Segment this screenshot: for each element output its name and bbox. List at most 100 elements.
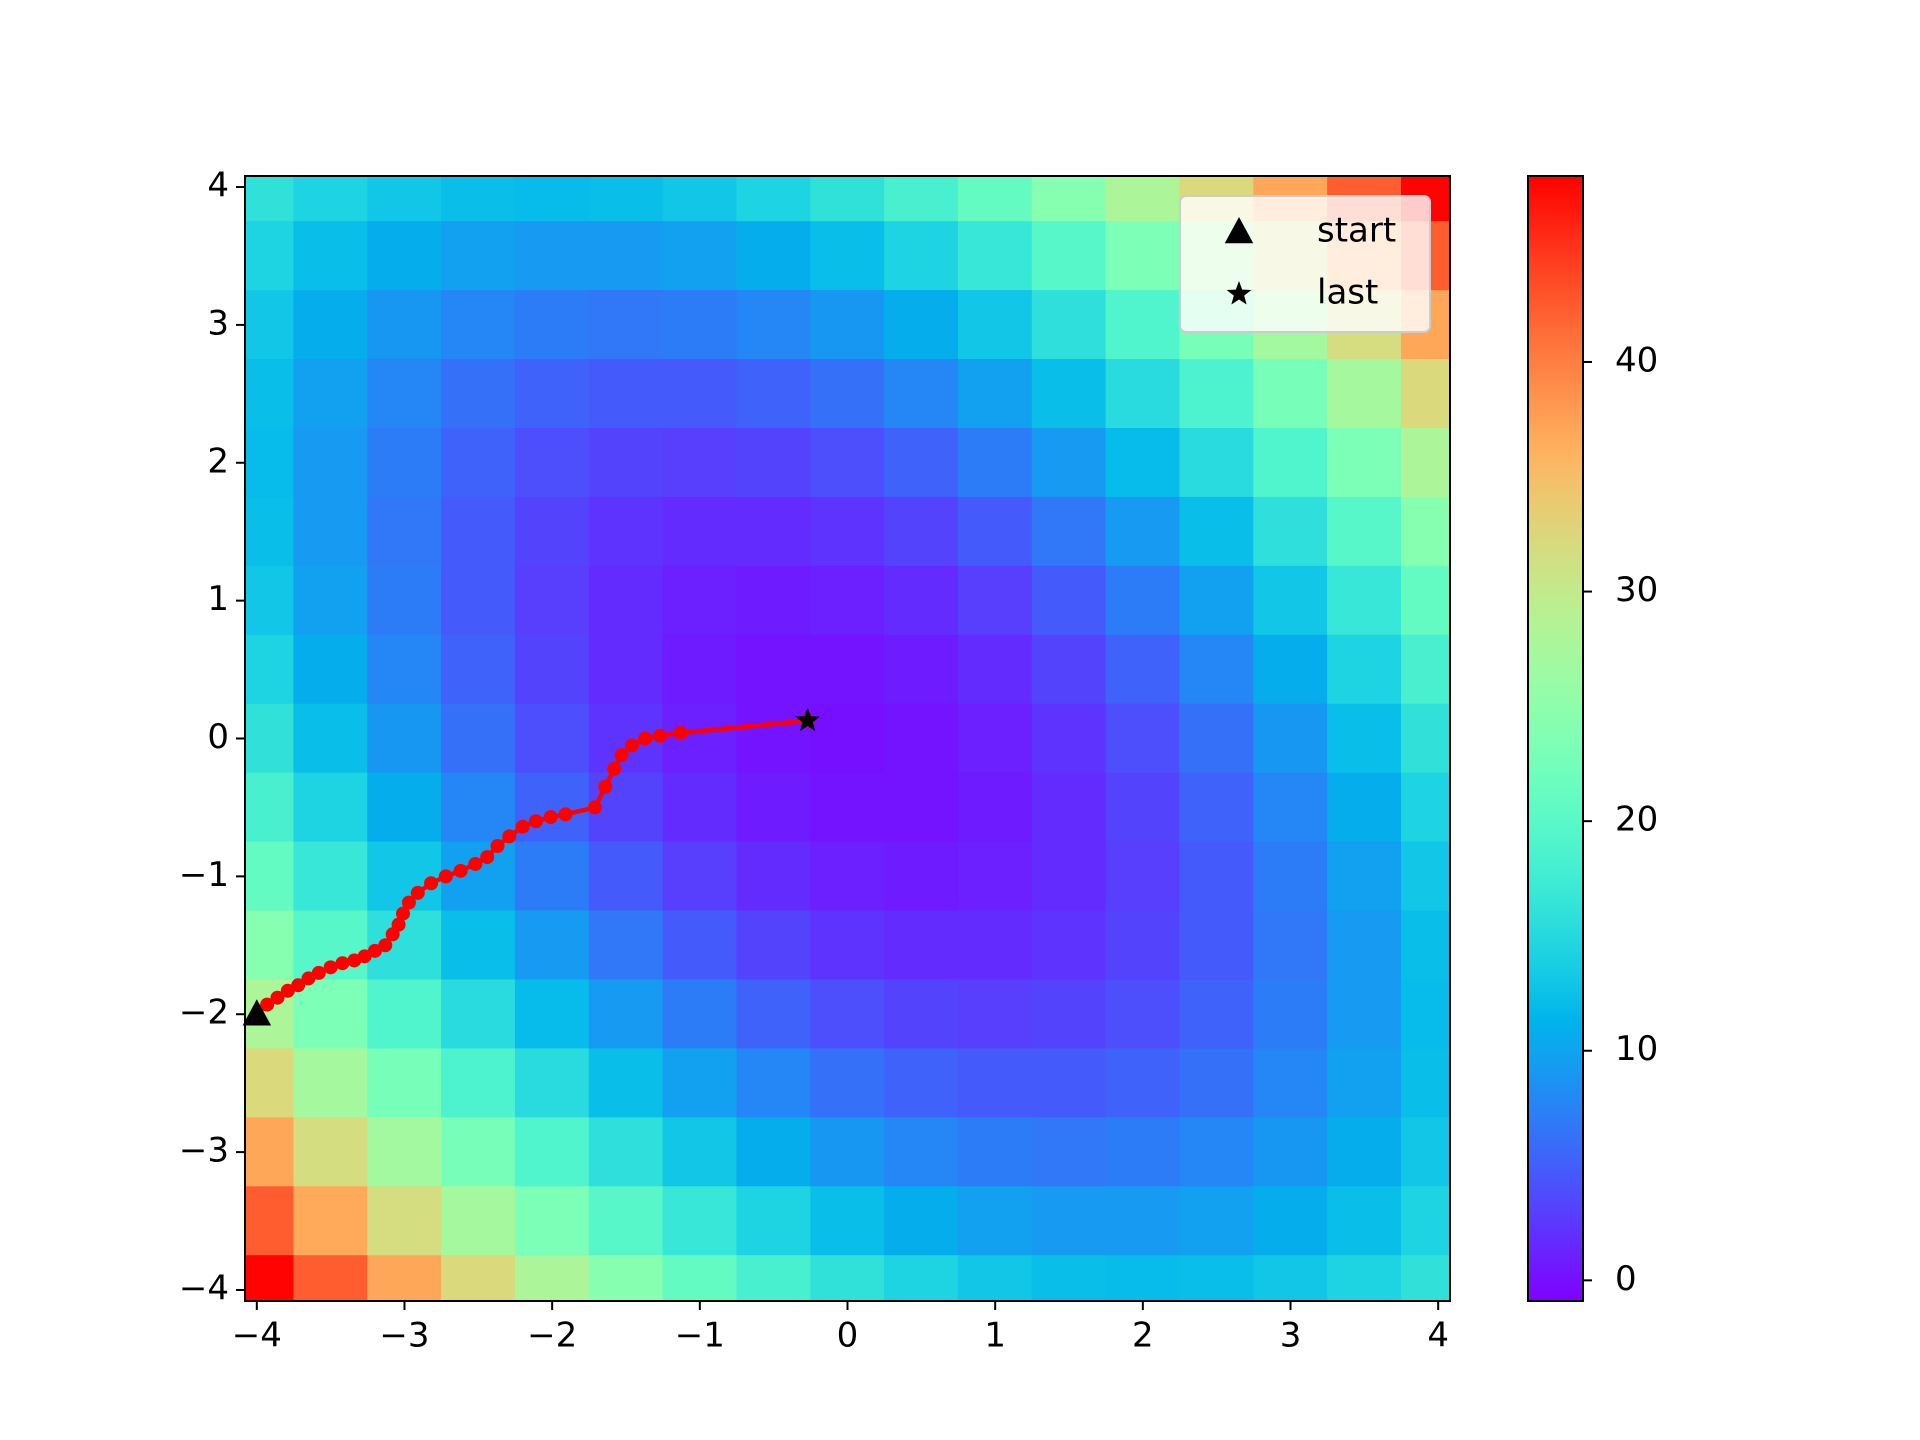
heatmap-cell — [1179, 565, 1254, 636]
heatmap-cell — [441, 1048, 516, 1118]
heatmap-cell — [1327, 1186, 1402, 1256]
heatmap-cell — [1253, 565, 1328, 636]
trajectory-point — [357, 949, 372, 964]
heatmap-cell — [662, 565, 738, 636]
heatmap-cell — [588, 359, 664, 429]
x-tick-label: 1 — [984, 1316, 1006, 1356]
heatmap-cell — [736, 1255, 811, 1301]
heatmap-cell — [514, 703, 590, 774]
trajectory-point — [673, 725, 688, 740]
heatmap-cell — [810, 910, 885, 981]
trajectory-point — [652, 728, 667, 743]
heatmap-cell — [810, 703, 885, 774]
heatmap-cell — [293, 221, 368, 291]
heatmap-cell — [1031, 841, 1107, 912]
heatmap-cell — [1031, 772, 1107, 843]
heatmap-cell — [810, 1048, 885, 1118]
y-tick-label: 2 — [207, 441, 229, 481]
heatmap-cell — [293, 359, 368, 429]
heatmap-cell — [441, 634, 516, 705]
trajectory-point — [260, 997, 275, 1012]
heatmap-cell — [1179, 634, 1254, 705]
heatmap-cell — [1031, 427, 1107, 498]
trajectory-point — [502, 829, 517, 844]
heatmap-cell — [245, 841, 295, 912]
heatmap-cell — [736, 427, 811, 498]
heatmap-cell — [1400, 1255, 1450, 1301]
trajectory-point — [468, 856, 483, 871]
heatmap-cell — [1400, 359, 1450, 429]
heatmap-cell — [1327, 427, 1402, 498]
trajectory-point — [587, 800, 602, 815]
heatmap-cell — [662, 176, 738, 222]
heatmap-cell — [1105, 290, 1181, 360]
heatmap-cell — [1327, 634, 1402, 705]
trajectory-point — [598, 779, 613, 794]
heatmap-cell — [810, 1117, 885, 1187]
heatmap-cell — [957, 176, 1033, 222]
heatmap-cell — [441, 979, 516, 1050]
heatmap-cell — [810, 290, 885, 360]
trajectory-point — [558, 807, 573, 822]
trajectory-point — [438, 869, 453, 884]
heatmap-cell — [957, 1048, 1033, 1118]
heatmap-cell — [1253, 772, 1328, 843]
x-tick-label: 2 — [1132, 1316, 1154, 1356]
heatmap-cell — [884, 1255, 959, 1301]
heatmap-cell — [514, 1117, 590, 1187]
heatmap-cell — [736, 634, 811, 705]
heatmap-cell — [957, 1255, 1033, 1301]
heatmap-cell — [957, 221, 1033, 291]
heatmap-cell — [367, 496, 442, 567]
heatmap-cell — [1179, 1255, 1254, 1301]
heatmap-cell — [736, 290, 811, 360]
heatmap-cell — [1105, 979, 1181, 1050]
heatmap-cell — [957, 841, 1033, 912]
colorbar-tick-label: 40 — [1615, 340, 1658, 380]
heatmap-cell — [1400, 1117, 1450, 1187]
heatmap-cell — [588, 1186, 664, 1256]
trajectory-point — [480, 850, 495, 865]
y-tick-label: 3 — [207, 303, 229, 343]
heatmap-cell — [293, 1117, 368, 1187]
heatmap-cell — [957, 359, 1033, 429]
heatmap-cell — [1031, 221, 1107, 291]
y-tick-label: 0 — [207, 717, 229, 757]
heatmap-cell — [1327, 359, 1402, 429]
heatmap-cell — [1400, 634, 1450, 705]
legend-marker — [1224, 217, 1254, 244]
trajectory-point — [291, 978, 306, 993]
heatmap-cell — [293, 1255, 368, 1301]
heatmap-cell — [245, 176, 295, 222]
x-tick-label: −2 — [527, 1316, 577, 1356]
heatmap-cell — [588, 1255, 664, 1301]
heatmap-cell — [736, 496, 811, 567]
heatmap-cell — [1253, 1255, 1328, 1301]
heatmap-cell — [1253, 1117, 1328, 1187]
x-tick-label: −1 — [675, 1316, 725, 1356]
heatmap-cell — [662, 290, 738, 360]
heatmap-cell — [245, 703, 295, 774]
heatmap-cell — [1179, 1186, 1254, 1256]
heatmap-cell — [588, 496, 664, 567]
heatmap-cell — [1400, 565, 1450, 636]
heatmap-cell — [957, 565, 1033, 636]
heatmap-cell — [1179, 841, 1254, 912]
heatmap-cell — [736, 772, 811, 843]
heatmap-cell — [884, 703, 959, 774]
trajectory — [249, 713, 815, 1022]
heatmap-cell — [367, 1186, 442, 1256]
heatmap-cell — [1179, 427, 1254, 498]
heatmap-cell — [1105, 496, 1181, 567]
heatmap-cell — [1105, 1048, 1181, 1118]
trajectory-point — [410, 885, 425, 900]
heatmap-cell — [367, 772, 442, 843]
heatmap-cell — [810, 176, 885, 222]
heatmap-cell — [884, 176, 959, 222]
heatmap-cell — [810, 359, 885, 429]
heatmap-cell — [884, 979, 959, 1050]
heatmap-cell — [1253, 910, 1328, 981]
heatmap-cell — [293, 427, 368, 498]
heatmap-cell — [293, 290, 368, 360]
